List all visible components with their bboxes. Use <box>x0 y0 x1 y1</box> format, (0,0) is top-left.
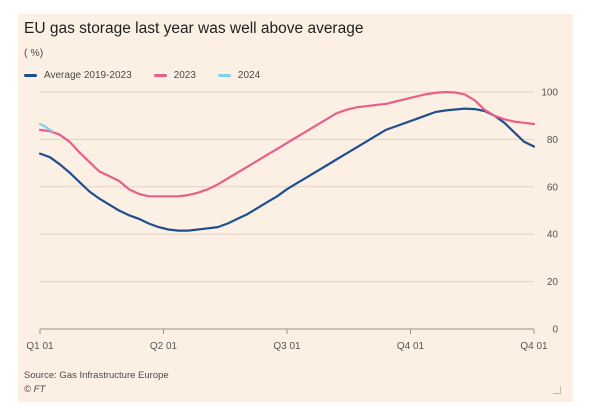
legend-swatch-average <box>24 74 37 77</box>
y-tick-label-80: 80 <box>547 135 559 146</box>
resize-corner <box>553 386 561 394</box>
x-tick-label-0: Q1 01 <box>26 341 54 352</box>
legend-label-2023: 2023 <box>173 70 196 81</box>
series-line-2023 <box>38 90 536 198</box>
x-tick-label-4: Q4 01 <box>520 341 548 352</box>
x-tick-label-1: Q2 01 <box>150 341 178 352</box>
line-chart: 0 20 40 60 80 100 Q1 01 Q2 01 Q3 01 Q4 01 Q4 01 <box>26 88 559 353</box>
legend-item-2024: 2024 <box>217 70 261 81</box>
legend-label-2024: 2024 <box>237 70 261 81</box>
legend: Average 2019-2023 2023 2024 <box>24 70 260 81</box>
y-tick-label-40: 40 <box>547 230 559 241</box>
copyright-note: © FT <box>24 384 46 395</box>
x-tick-label-3: Q4 01 <box>397 341 425 352</box>
unit-label: ( %) <box>24 47 44 59</box>
chart-title: EU gas storage last year was well above … <box>24 20 364 37</box>
legend-item-2023: 2023 <box>153 70 196 81</box>
y-tick-label-0: 0 <box>552 325 558 336</box>
source-note: Source: Gas Infrastructure Europe <box>24 370 169 381</box>
chart-card: EU gas storage last year was well above … <box>18 14 573 402</box>
x-tick-label-2: Q3 01 <box>273 341 301 352</box>
y-tick-label-100: 100 <box>541 88 558 99</box>
y-tick-label-60: 60 <box>547 182 559 193</box>
series-line-average <box>38 107 536 232</box>
legend-swatch-2023 <box>153 74 167 77</box>
legend-item-average: Average 2019-2023 <box>24 70 132 81</box>
legend-swatch-2024 <box>217 74 231 77</box>
legend-label-average: Average 2019-2023 <box>44 70 132 81</box>
series-line-2024 <box>38 122 54 133</box>
y-tick-label-20: 20 <box>547 277 559 288</box>
